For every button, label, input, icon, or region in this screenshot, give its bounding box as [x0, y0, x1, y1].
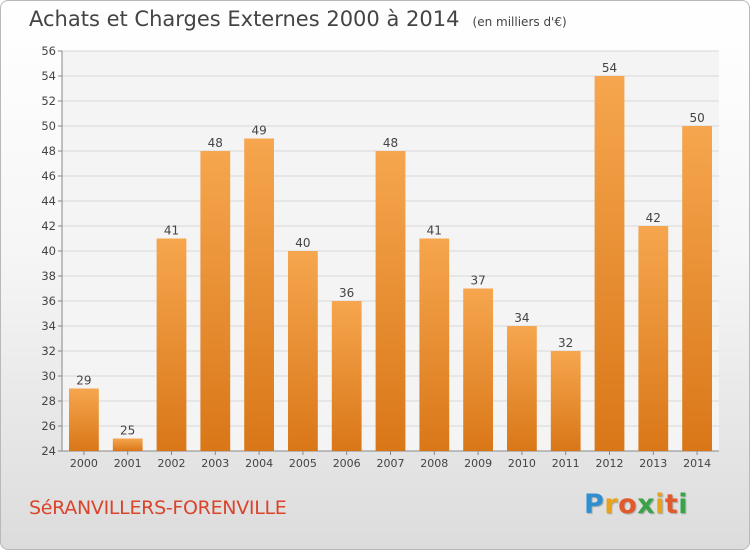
- logo-letter: o: [618, 489, 638, 520]
- data-label-2013: 42: [646, 211, 661, 225]
- x-tick-label-2003: 2003: [201, 457, 229, 470]
- data-label-2001: 25: [120, 424, 135, 438]
- x-tick-label-2001: 2001: [114, 457, 142, 470]
- y-tick-label: 30: [41, 369, 56, 383]
- data-label-2000: 29: [76, 374, 91, 388]
- title-row: Achats et Charges Externes 2000 à 2014 (…: [29, 7, 567, 31]
- logo-letter: i: [678, 489, 689, 520]
- bar-2007: [375, 151, 406, 451]
- x-tick-label-2000: 2000: [70, 457, 98, 470]
- bar-2014: [682, 126, 712, 451]
- x-tick-label-2006: 2006: [333, 457, 361, 470]
- data-label-2012: 54: [602, 61, 617, 75]
- y-tick-label: 36: [41, 294, 56, 308]
- logo-letter: i: [655, 489, 665, 520]
- data-labels: 29 25 41 48 49 40 36 48 41 37 34 32 54 42 50: [76, 61, 704, 438]
- y-tick-label: 54: [41, 69, 56, 83]
- x-tick-label-2004: 2004: [245, 457, 273, 470]
- bar-2003: [200, 151, 231, 451]
- x-tick-label-2002: 2002: [158, 457, 186, 470]
- logo-letter: P: [584, 489, 605, 520]
- x-tick-label-2012: 2012: [596, 457, 624, 470]
- bar-2005: [288, 251, 318, 451]
- y-tick-label: 40: [41, 244, 56, 258]
- bar-2009: [463, 288, 493, 451]
- y-tick-label: 32: [41, 344, 56, 358]
- y-tick-label: 38: [41, 269, 56, 283]
- data-label-2008: 41: [427, 224, 442, 238]
- bar-2012: [594, 76, 625, 451]
- y-tick-label: 48: [41, 144, 56, 158]
- y-tick-label: 50: [41, 119, 56, 133]
- chart-title: Achats et Charges Externes 2000 à 2014: [29, 7, 460, 31]
- data-label-2003: 48: [208, 136, 223, 150]
- y-tick-label: 52: [41, 94, 56, 108]
- y-tick-label: 26: [41, 419, 56, 433]
- x-tick-label-2008: 2008: [420, 457, 448, 470]
- data-label-2005: 40: [295, 236, 310, 250]
- x-tick-label-2007: 2007: [377, 457, 405, 470]
- x-tick-label-2013: 2013: [639, 457, 667, 470]
- bar-2006: [331, 301, 362, 451]
- data-label-2009: 37: [470, 274, 485, 288]
- x-tick-label-2005: 2005: [289, 457, 317, 470]
- proxiti-logo: Proxiti: [584, 489, 688, 520]
- bar-2001: [112, 438, 143, 451]
- bar-2000: [69, 388, 99, 451]
- y-tick-label: 24: [41, 444, 56, 458]
- x-tick-label-2009: 2009: [464, 457, 492, 470]
- logo-letter: x: [637, 489, 656, 520]
- town-name: SéRANVILLERS-FORENVILLE: [29, 497, 287, 519]
- y-tick-label: 28: [41, 394, 56, 408]
- bar-2011: [550, 351, 581, 451]
- bars: [69, 76, 712, 451]
- logo-letter: r: [604, 489, 619, 520]
- logo-letter: t: [664, 489, 679, 520]
- y-tick-label: 34: [41, 319, 56, 333]
- y-tick-label: 44: [41, 194, 56, 208]
- data-label-2002: 41: [164, 224, 179, 238]
- bar-2010: [507, 326, 537, 451]
- y-tick-label: 46: [41, 169, 56, 183]
- bar-2013: [638, 226, 669, 451]
- x-tick-label-2014: 2014: [683, 457, 711, 470]
- data-label-2011: 32: [558, 336, 573, 350]
- data-label-2004: 49: [251, 124, 266, 138]
- x-tick-label-2010: 2010: [508, 457, 536, 470]
- chart-unit: (en milliers d'€): [472, 15, 567, 29]
- data-label-2007: 48: [383, 136, 398, 150]
- y-tick-label: 56: [41, 44, 56, 58]
- bar-2008: [419, 238, 450, 451]
- bar-2002: [156, 238, 187, 451]
- data-label-2014: 50: [689, 111, 704, 125]
- data-label-2010: 34: [514, 311, 529, 325]
- y-tick-label: 42: [41, 219, 56, 233]
- data-label-2006: 36: [339, 286, 354, 300]
- bar-2004: [244, 138, 274, 451]
- x-tick-label-2011: 2011: [552, 457, 580, 470]
- axes: 24 26 28 30 32 34 36 38 40 42 44 46 48 50 52 54 56 2000 20…: [41, 44, 719, 470]
